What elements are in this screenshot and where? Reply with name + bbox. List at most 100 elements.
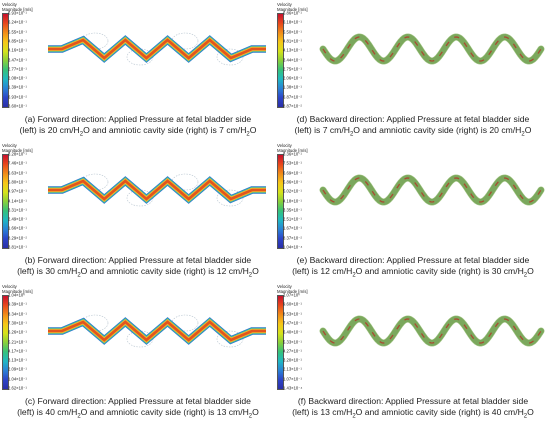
tick-label: 6.40×10⁻¹: [283, 329, 302, 335]
tick-label: 2.08×10⁻¹: [8, 75, 27, 81]
tick-label: 6.93×10⁻²: [8, 94, 27, 100]
flow-visualization: [48, 32, 266, 66]
legend-title: Velocity Magnitude [m/s]: [277, 143, 308, 154]
tick-label: 6.87×10⁻²: [283, 94, 302, 100]
tick-label: 6.26×10⁻¹: [8, 329, 27, 335]
subscript: 2: [349, 131, 354, 138]
caption-text: (left) is 13 cm/H: [292, 406, 353, 417]
caption-line-1: (b) Forward direction: Applied Pressure …: [24, 255, 252, 265]
legend-title: Velocity Magnitude [m/s]: [2, 143, 33, 154]
tick-label: 8.29×10⁻²: [8, 235, 27, 241]
tick-label: 8.37×10⁻²: [283, 235, 302, 241]
caption-text: (left) is 40 cm/H: [17, 406, 78, 417]
legend-title: Velocity Magnitude [m/s]: [2, 2, 33, 13]
tick-label: 6.63×10⁻¹: [8, 170, 27, 176]
tick-label: 1.67×10⁻¹: [283, 225, 302, 231]
tick-label: 4.16×10⁻¹: [8, 47, 27, 53]
flow-visualization: [319, 33, 545, 65]
subscript: 2: [352, 272, 356, 279]
recirculation-loop: [216, 189, 244, 207]
panel-d: Velocity Magnitude [m/s] 6.86×10⁻¹ 6.18×10…: [275, 0, 550, 141]
tick-label: 7.46×10⁻¹: [8, 160, 27, 166]
tick-label: 5.50×10⁻¹: [283, 29, 302, 35]
velocity-band-3: [48, 179, 266, 201]
caption-text: O: [249, 124, 257, 135]
velocity-vectors: [320, 315, 544, 347]
color-bar: [277, 154, 284, 249]
tick-label: 2.49×10⁻¹: [8, 216, 27, 222]
tick-label: 2.51×10⁻¹: [283, 216, 302, 222]
tick-label: 5.21×10⁻¹: [8, 339, 27, 344]
caption-line-1: (f) Backward direction: Applied Pressure…: [297, 396, 529, 406]
tick-label: 2.77×10⁻¹: [8, 66, 27, 72]
caption-text: (left) is 30 cm/H: [17, 265, 78, 276]
subscript: 2: [521, 131, 525, 138]
color-bar: [277, 295, 284, 390]
tick-label: 8.87×10⁻²: [283, 103, 302, 109]
tick-label: 5.02×10⁻¹: [283, 188, 302, 194]
panel-a: Velocity Magnitude [m/s] 6.93×10⁻¹ 6.24×10…: [0, 0, 275, 141]
color-bar: [2, 13, 9, 108]
panel-f: Velocity Magnitude [m/s] 1.07×10⁰ 9.60×10⁻…: [275, 282, 550, 423]
subscript: 2: [523, 272, 528, 279]
tick-label: 8.53×10⁻¹: [283, 311, 302, 317]
caption-text: O: [252, 406, 259, 417]
caption-line-2: (left) is 7 cm/H2O and amniotic cavity s…: [279, 125, 547, 140]
tick-label: 6.69×10⁻¹: [283, 170, 302, 176]
caption-line-2: (left) is 13 cm/H2O and amniotic cavity …: [279, 407, 547, 422]
panel-e: Velocity Magnitude [m/s] 8.36×10⁻¹ 7.53×10…: [275, 141, 550, 282]
panel-c: Velocity Magnitude [m/s] 1.04×10⁰ 9.39×10⁻…: [0, 282, 275, 423]
high-velocity-core: [322, 36, 542, 62]
caption-text: O and amniotic cavity side (right) is 20…: [353, 124, 522, 135]
tick-label: 3.81×10⁻¹: [8, 244, 27, 250]
tick-label: 6.18×10⁻¹: [283, 19, 302, 25]
tick-label: 5.33×10⁻¹: [283, 339, 302, 344]
caption-text: O: [527, 406, 534, 417]
tick-label: 3.60×10⁻¹: [8, 103, 27, 109]
tick-label: 8.34×10⁻¹: [8, 311, 27, 317]
subscript: 2: [523, 413, 528, 420]
tick-label: 1.07×10⁻¹: [283, 376, 302, 382]
tick-label: 4.14×10⁻¹: [8, 198, 27, 203]
tick-label: 4.85×10⁻¹: [8, 38, 27, 44]
tick-label: 5.86×10⁻¹: [283, 179, 302, 185]
tick-label: 3.35×10⁻¹: [283, 207, 302, 213]
caption-text: (left) is 20 cm/H: [19, 124, 80, 135]
tick-label: 2.75×10⁻¹: [283, 66, 302, 72]
caption-line-2: (left) is 20 cm/H2O and amniotic cavity …: [4, 125, 272, 140]
tick-label: 1.39×10⁻¹: [8, 84, 27, 90]
tick-label: 4.81×10⁻¹: [283, 38, 302, 44]
panel-caption: (a) Forward direction: Applied Pressure …: [4, 114, 272, 140]
caption-line-2: (left) is 40 cm/H2O and amniotic cavity …: [4, 407, 272, 422]
caption-text: O and amniotic cavity side (right) is 7 …: [83, 124, 247, 135]
tick-label: 1.07×10⁰: [283, 292, 300, 298]
velocity-band-3: [48, 320, 266, 342]
panel-caption: (b) Forward direction: Applied Pressure …: [4, 255, 272, 281]
recirculation-loop: [216, 330, 244, 348]
flow-visualization: [319, 315, 545, 347]
subscript: 2: [248, 413, 253, 420]
tick-label: 1.66×10⁻¹: [8, 225, 27, 231]
tick-label: 4.18×10⁻¹: [283, 198, 302, 203]
flow-visualization: [48, 314, 266, 348]
caption-line-1: (e) Backward direction: Applied Pressure…: [296, 255, 530, 265]
subscript: 2: [352, 413, 356, 420]
legend-title: Velocity Magnitude [m/s]: [277, 2, 308, 13]
caption-line-1: (c) Forward direction: Applied Pressure …: [25, 396, 251, 406]
tick-label: 9.60×10⁻¹: [283, 301, 302, 307]
legend-title: Velocity Magnitude [m/s]: [2, 284, 33, 295]
velocity-vectors: [320, 33, 544, 65]
caption-text: (left) is 7 cm/H: [294, 124, 350, 135]
tick-label: 3.47×10⁻¹: [8, 57, 27, 62]
caption-text: O: [252, 265, 259, 276]
caption-text: O and amniotic cavity side (right) is 40…: [355, 406, 524, 417]
subscript: 2: [77, 413, 81, 420]
panel-caption: (d) Backward direction: Applied Pressure…: [279, 114, 547, 140]
tick-label: 1.04×10⁻⁴: [283, 244, 303, 250]
tick-label: 1.04×10⁰: [8, 292, 25, 298]
tick-label: 7.47×10⁻¹: [283, 320, 302, 326]
panel-caption: (c) Forward direction: Applied Pressure …: [4, 396, 272, 422]
tick-label: 6.24×10⁻¹: [8, 19, 27, 25]
caption-text: O: [524, 124, 532, 135]
tick-label: 7.53×10⁻¹: [283, 160, 302, 166]
